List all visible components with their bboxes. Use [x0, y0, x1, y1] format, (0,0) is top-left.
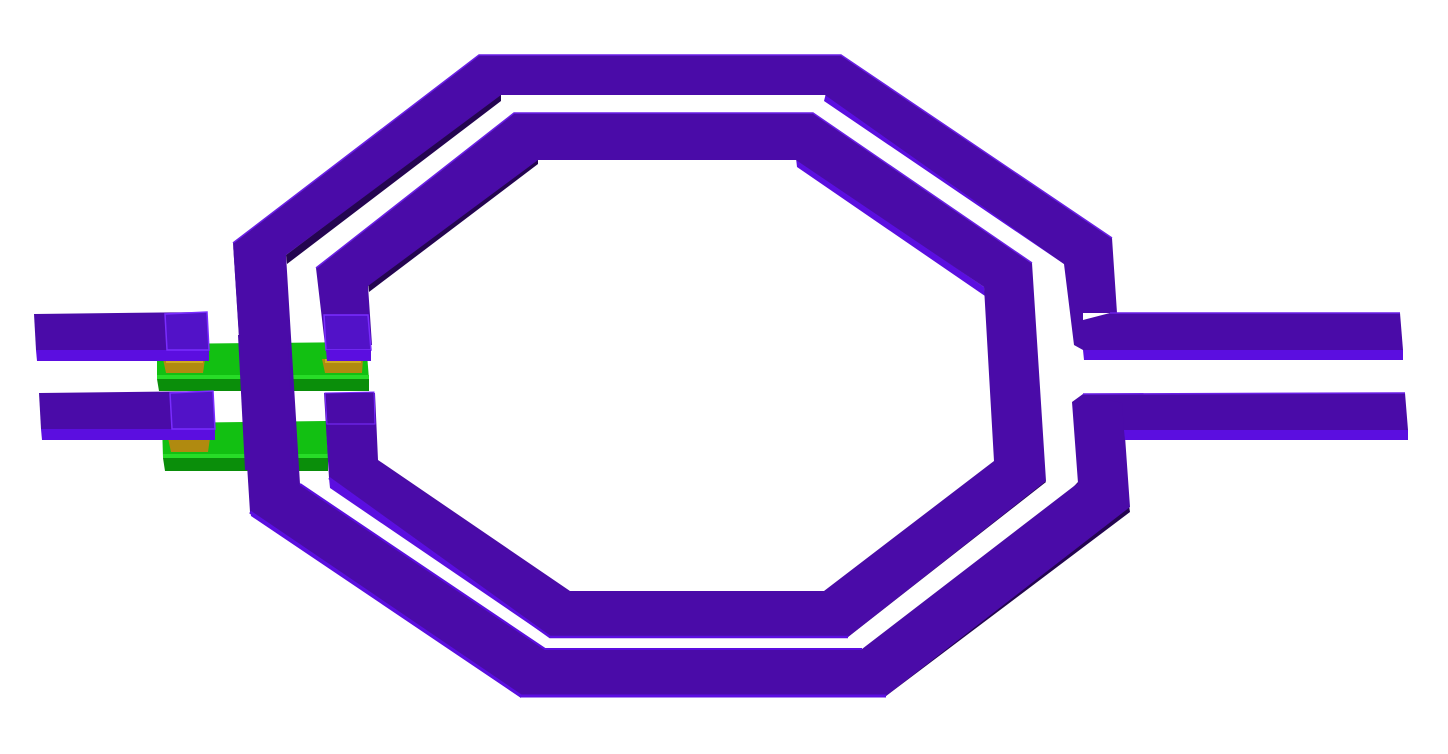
inner-turn-pad-lower	[324, 391, 376, 425]
lead-lower-left-side	[41, 429, 215, 440]
inner-turn	[315, 112, 1046, 639]
port-lower-right-side	[1124, 430, 1408, 440]
inner-turn-pad-upper	[323, 314, 372, 351]
inner-turn-top	[316, 113, 1046, 637]
lead-upper-left-end	[164, 311, 210, 351]
inner-turn-edge-bottom	[328, 476, 848, 639]
outer-turn-edge-bottom	[249, 510, 886, 698]
inner-turn-pads	[323, 314, 376, 425]
port-lower-right	[1082, 392, 1408, 440]
outer-turn	[232, 54, 1130, 698]
via-left-lower	[168, 438, 210, 452]
port-upper-right-top	[1083, 313, 1403, 350]
port-upper-right	[1083, 312, 1403, 360]
inner-turn-side-ne	[796, 158, 985, 296]
inner-turn-edge-top	[315, 112, 1033, 269]
port-lower-right-edge	[1082, 392, 1406, 395]
outer-turn-edge-inner-bottom	[299, 483, 862, 650]
port-lower-right-top	[1083, 393, 1408, 430]
inner-turn-pad-upper-side	[326, 350, 371, 361]
lead-upper-left	[34, 311, 210, 361]
crossover-arm-top	[238, 335, 293, 470]
crossover-arm	[238, 335, 293, 470]
outer-turn-edge-top	[232, 54, 1113, 244]
lead-lower-left-end	[169, 390, 216, 430]
port-upper-right-side	[1083, 350, 1403, 360]
lead-lower-left	[39, 390, 216, 440]
lead-upper-left-side	[36, 350, 209, 361]
outer-turn-dark-side-nw	[286, 93, 501, 264]
